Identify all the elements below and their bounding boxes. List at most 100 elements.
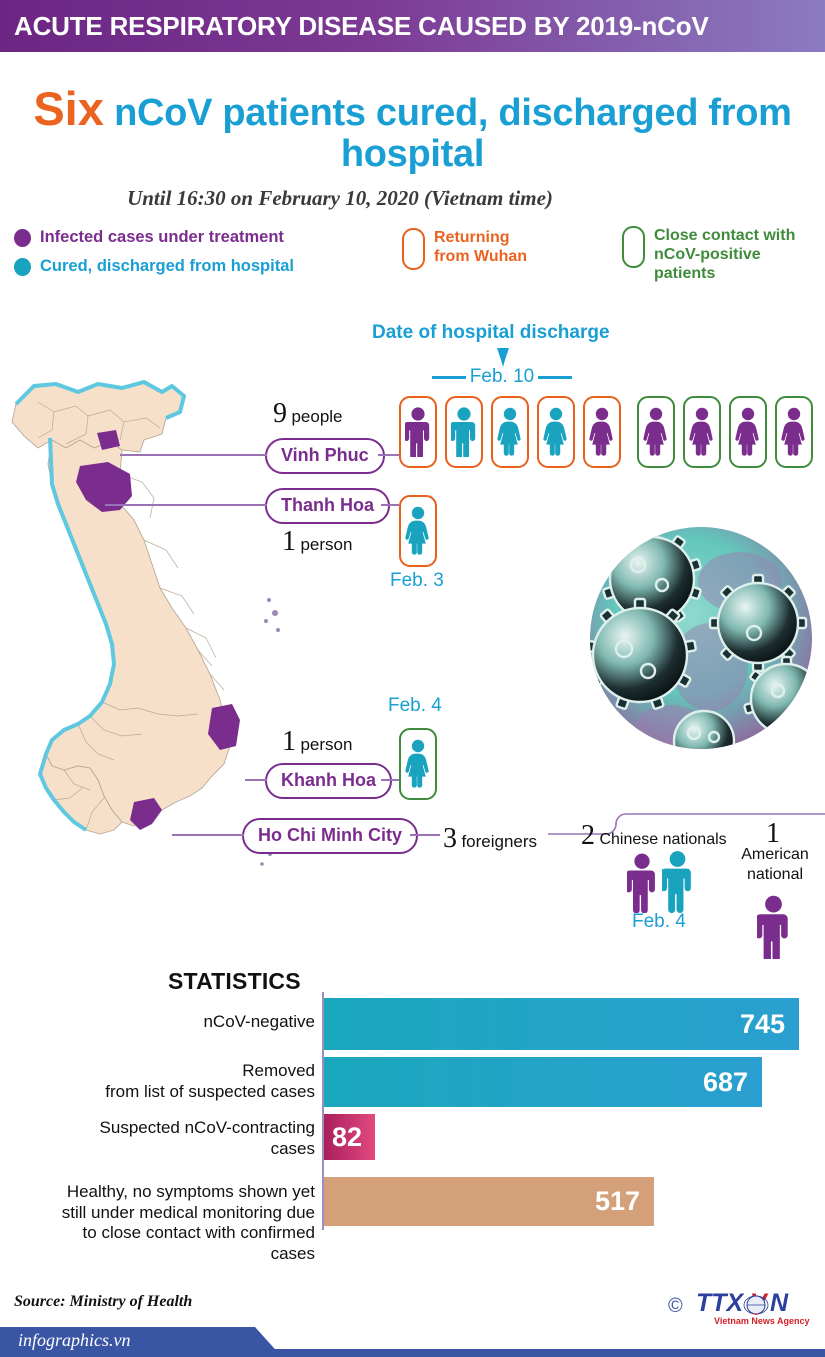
chart-label-1-line1: from list of suspected cases <box>105 1081 315 1101</box>
map-highlight-ho-chi-minh-city <box>130 798 162 830</box>
chart-label-3-line0: Healthy, no symptoms shown yet <box>66 1182 315 1201</box>
headline-subtitle: Until 16:30 on February 10, 2020 (Vietna… <box>127 186 553 210</box>
connector-vinh-phuc-right <box>378 454 400 456</box>
hcmc-count: 3 foreigners <box>443 823 537 855</box>
american-count-number: 1 <box>766 818 780 849</box>
footer-bar: infographics.vn <box>0 1327 825 1357</box>
legend-item-cured: Cured, discharged from hospital <box>14 257 294 276</box>
connector-thanh-hoa-left <box>105 504 267 506</box>
chart-bar-suspected: 82 <box>324 1114 375 1160</box>
patient-cell-vp-7 <box>683 396 721 468</box>
chart-label-2-line1: cases <box>270 1138 315 1158</box>
province-label-thanh-hoa[interactable]: Thanh Hoa <box>265 488 390 524</box>
khanh-hoa-count-number: 1 <box>282 726 296 757</box>
patient-cell-vp-1 <box>399 396 437 468</box>
male-figure-icon <box>757 895 788 959</box>
hcmc-count-number: 3 <box>443 823 457 854</box>
connector-khanh-hoa-right <box>381 779 399 781</box>
feb10-bracket: Feb. 10 <box>432 366 572 388</box>
province-label-khanh-hoa[interactable]: Khanh Hoa <box>265 763 393 799</box>
male-figure-icon <box>405 407 430 457</box>
map-landmass <box>11 381 231 835</box>
chinese-nationals-date: Feb. 4 <box>632 911 686 932</box>
connector-khanh-hoa-left <box>245 779 267 781</box>
chart-bar-removed: 687 <box>324 1057 762 1107</box>
headline-rest: nCoV patients cured, discharged from hos… <box>103 92 792 175</box>
connector-bracket-foreigners <box>548 813 825 835</box>
legend-label-close-contact: Close contact with nCoV-positive patient… <box>654 226 795 284</box>
chart-bar-value-0: 745 <box>739 1008 785 1039</box>
chart-label-0: nCoV-negative <box>10 1012 315 1033</box>
legend-contact-line2: nCoV-positive <box>654 246 761 264</box>
chart-label-3-line1: still under medical monitoring due <box>61 1202 315 1222</box>
legend-label-infected: Infected cases under treatment <box>40 228 284 246</box>
legend-contact-line3: patients <box>654 265 716 283</box>
map-coastline-north <box>14 380 186 420</box>
legend-contact-line1: Close contact with <box>654 227 796 244</box>
chart-label-0-line0: nCoV-negative <box>203 1012 315 1031</box>
female-figure-icon <box>405 739 429 788</box>
chart-label-3-line2: to close contact with confirmed <box>82 1223 315 1243</box>
female-figure-icon <box>589 407 613 456</box>
connector-hcmc-right <box>410 834 440 836</box>
map-highlight-khanh-hoa <box>208 704 240 750</box>
header-bar: ACUTE RESPIRATORY DISEASE CAUSED BY 2019… <box>0 0 825 52</box>
source-note: Source: Ministry of Health <box>14 1293 193 1310</box>
ttxvn-globe-icon <box>743 1295 769 1315</box>
female-figure-icon <box>643 407 667 456</box>
foreign-group-american-number: 1 <box>766 818 780 850</box>
chart-label-2-line0: Suspected nCoV-contracting <box>99 1118 315 1137</box>
female-figure-icon <box>405 506 429 555</box>
ttxvn-tagline: Vietnam News Agency <box>714 1316 810 1326</box>
female-figure-icon <box>543 407 567 456</box>
map-coastline-west <box>38 437 116 832</box>
foreign-group-chinese-label: 2 Chinese nationals <box>581 820 727 852</box>
patient-cell-vp-8 <box>729 396 767 468</box>
chart-label-2: Suspected nCoV-contracting cases <box>10 1118 315 1159</box>
map-province-borders <box>37 401 225 831</box>
patient-cell-vp-4 <box>537 396 575 468</box>
chart-label-3-line3: cases <box>270 1244 315 1264</box>
ttxvn-wordmark: TTX <box>696 1289 745 1317</box>
american-label-line1: American <box>741 846 809 863</box>
legend-label-cured: Cured, discharged from hospital <box>40 257 294 275</box>
down-arrow-icon <box>497 348 509 367</box>
discharge-caption: Date of hospital discharge <box>372 322 610 343</box>
female-figure-icon <box>689 407 713 456</box>
chinese-count-number: 2 <box>581 820 595 851</box>
map-of-vietnam <box>11 380 283 866</box>
vinh-phuc-count-unit: people <box>291 407 343 426</box>
chart-bar-value-1: 687 <box>702 1066 748 1097</box>
province-label-ho-chi-minh-city[interactable]: Ho Chi Minh City <box>242 818 418 854</box>
province-label-vinh-phuc[interactable]: Vinh Phuc <box>265 438 385 474</box>
khanh-hoa-date: Feb. 4 <box>388 695 442 716</box>
legend-item-returning-wuhan: Returning from Wuhan <box>402 228 527 270</box>
connector-thanh-hoa-right <box>381 504 399 506</box>
legend: Infected cases under treatment Cured, di… <box>14 228 294 286</box>
thanh-hoa-count-unit: person <box>300 535 353 554</box>
purple-dot-icon <box>14 228 31 247</box>
statistics-title: STATISTICS <box>168 968 301 994</box>
thanh-hoa-count: 1 person <box>282 526 352 558</box>
khanh-hoa-count-unit: person <box>300 735 353 754</box>
patient-cell-vp-2 <box>445 396 483 468</box>
connector-hcmc-left <box>172 834 244 836</box>
copyright-icon: © <box>668 1295 683 1317</box>
female-figure-icon <box>497 407 521 456</box>
map-highlight-vinh-phuc <box>97 430 120 450</box>
feb10-label: Feb. 10 <box>469 366 535 387</box>
legend-label-returning-wuhan: Returning from Wuhan <box>434 228 527 266</box>
headline-highlight: Six <box>33 82 104 135</box>
page-title: ACUTE RESPIRATORY DISEASE CAUSED BY 2019… <box>14 10 709 41</box>
coronavirus-photo <box>590 527 812 749</box>
legend-wuhan-line1: Returning <box>434 229 510 246</box>
hcmc-count-unit: foreigners <box>461 832 538 851</box>
footer-bar-shape <box>0 1327 282 1357</box>
orange-pill-icon <box>402 228 425 270</box>
chart-bar-ncov-negative: 745 <box>324 998 799 1050</box>
khanh-hoa-count: 1 person <box>282 726 352 758</box>
thanh-hoa-count-number: 1 <box>282 526 296 557</box>
chinese-count-label: Chinese nationals <box>599 831 727 848</box>
feb10-line-right <box>538 375 572 379</box>
